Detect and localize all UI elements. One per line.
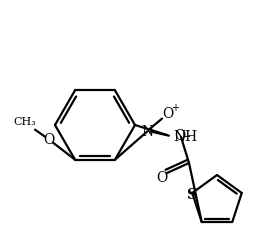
Text: S: S	[187, 188, 198, 202]
Text: NH: NH	[173, 130, 197, 144]
Text: O: O	[156, 171, 168, 185]
Text: −: −	[182, 132, 192, 142]
Text: O: O	[43, 133, 55, 147]
Text: O: O	[162, 107, 174, 121]
Text: O: O	[174, 129, 186, 143]
Text: N: N	[141, 125, 153, 139]
Text: CH₃: CH₃	[14, 117, 36, 127]
Text: +: +	[171, 103, 179, 113]
